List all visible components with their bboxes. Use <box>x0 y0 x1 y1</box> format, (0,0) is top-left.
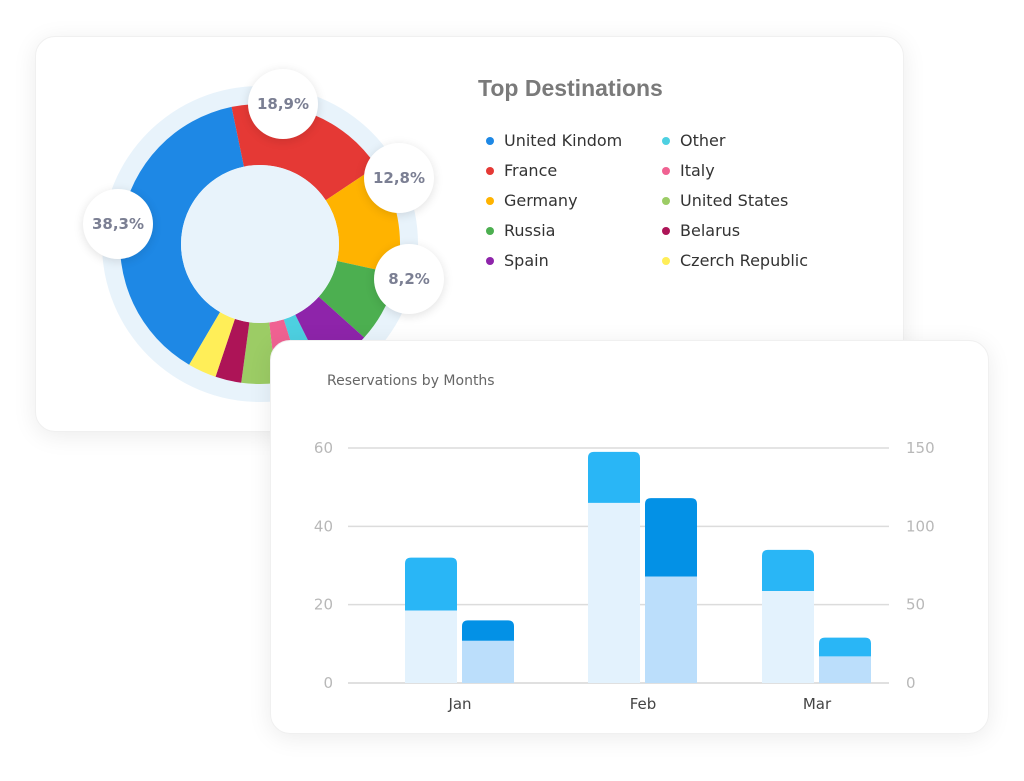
donut-slice-united-kindom[interactable] <box>119 106 244 365</box>
bar-segment-top[interactable] <box>819 637 871 657</box>
legend-dot-icon <box>486 196 494 205</box>
y2-tick-label: 50 <box>906 596 925 614</box>
legend-item: Other <box>662 131 725 150</box>
legend-label: Spain <box>504 251 549 270</box>
y-tick-label: 60 <box>314 439 333 457</box>
bar-segment-base[interactable] <box>645 576 697 683</box>
top-destinations-card: Top Destinations United Kindom France Germ… <box>35 36 904 432</box>
y2-tick-label: 0 <box>906 674 916 692</box>
legend-dot-icon <box>662 226 670 235</box>
bar-segment-base[interactable] <box>405 610 457 683</box>
legend-item: United Kindom <box>486 131 622 150</box>
data-label-russia: 8,2% <box>374 244 444 314</box>
bar-segment-top[interactable] <box>645 498 697 577</box>
legend-item: Czerch Republic <box>662 251 808 270</box>
legend-label: Germany <box>504 191 578 210</box>
donut-slice-czerch-republic[interactable] <box>189 312 235 377</box>
legend-item: Spain <box>486 251 549 270</box>
legend-dot-icon <box>662 256 670 265</box>
legend-label: France <box>504 161 558 180</box>
legend-item: Italy <box>662 161 715 180</box>
legend-item: United States <box>662 191 788 210</box>
reservations-card: Reservations by Months 0 0 20 50 40 100 60 150 J… <box>270 340 989 734</box>
data-label-france: 18,9% <box>248 69 318 139</box>
legend-item: France <box>486 161 557 180</box>
chart-title: Reservations by Months <box>327 373 495 389</box>
legend-label: Czerch Republic <box>680 251 809 270</box>
y-tick-label: 20 <box>314 596 333 614</box>
card-title: Top Destinations <box>478 75 663 101</box>
bar-chart: 0 0 20 50 40 100 60 150 Jan Feb Mar <box>314 439 935 713</box>
legend-label: United Kindom <box>504 131 623 150</box>
donut-slice-united-states[interactable] <box>241 322 277 385</box>
legend-label: Other <box>680 131 726 150</box>
legend-dot-icon <box>486 166 494 175</box>
x-tick-label: Feb <box>630 695 657 713</box>
bar-segment-base[interactable] <box>762 590 814 683</box>
legend-dot-icon <box>662 196 670 205</box>
y2-tick-label: 100 <box>906 517 935 535</box>
legend-item: Belarus <box>662 221 740 240</box>
legend-item: Russia <box>486 221 555 240</box>
y-tick-label: 0 <box>323 674 333 692</box>
legend-label: United States <box>680 191 789 210</box>
bar-segment-top[interactable] <box>405 557 457 611</box>
legend-label: Belarus <box>680 221 741 240</box>
legend-item: Germany <box>486 191 578 210</box>
donut-hole <box>181 165 339 323</box>
bar-segment-base[interactable] <box>588 502 640 683</box>
x-tick-label: Jan <box>447 695 471 713</box>
data-label-united-kingdom: 38,3% <box>83 189 153 259</box>
bar-segment-top[interactable] <box>462 620 514 641</box>
x-tick-label: Mar <box>803 695 832 713</box>
donut-slice-belarus[interactable] <box>215 318 250 383</box>
y2-tick-label: 150 <box>906 439 935 457</box>
legend-label: Russia <box>504 221 556 240</box>
legend-dot-icon <box>486 256 494 265</box>
y-tick-label: 40 <box>314 517 333 535</box>
bar-segment-base[interactable] <box>819 656 871 683</box>
legend-label: Italy <box>680 161 715 180</box>
legend-dot-icon <box>662 136 670 145</box>
legend-dot-icon <box>486 226 494 235</box>
legend-dot-icon <box>486 136 494 145</box>
data-label-germany: 12,8% <box>364 143 434 213</box>
legend-dot-icon <box>662 166 670 175</box>
bar-segment-base[interactable] <box>462 640 514 683</box>
bar-segment-top[interactable] <box>762 549 814 591</box>
bar-segment-top[interactable] <box>588 451 640 503</box>
